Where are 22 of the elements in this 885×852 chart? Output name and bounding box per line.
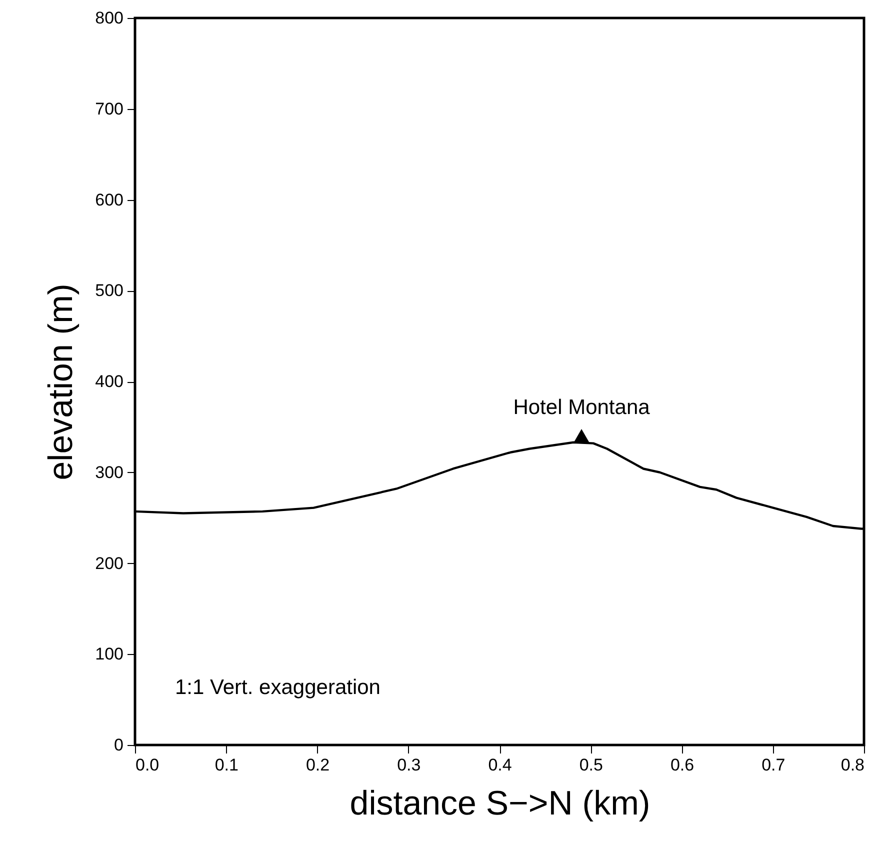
x-tick-label: 0.8: [840, 756, 864, 774]
y-tick-label: 600: [95, 190, 124, 210]
x-tick-label: 0.2: [306, 756, 330, 774]
y-tick-label: 500: [95, 281, 124, 300]
y-tick-label: 100: [95, 644, 124, 664]
x-tick-label: 0.5: [579, 756, 603, 774]
y-tick-label: 800: [95, 8, 124, 28]
annotation: Hotel Montana: [513, 396, 650, 420]
y-tick-label: 300: [95, 462, 124, 482]
x-tick-label: 0.7: [762, 756, 786, 774]
x-tick-label: 0.4: [488, 756, 512, 774]
y-tick-label: 0: [114, 736, 124, 754]
x-tick-label: 0.1: [214, 756, 238, 774]
x-axis-title: distance S−>N (km): [350, 784, 650, 822]
y-tick-label: 400: [95, 372, 124, 391]
x-tick-label: 0.0: [136, 756, 160, 774]
annotation: 1:1 Vert. exaggeration: [175, 676, 380, 699]
y-tick-label: 700: [95, 99, 124, 118]
x-tick-label: 0.6: [670, 756, 694, 774]
y-axis-title: elevation (m): [42, 284, 80, 480]
y-tick-label: 200: [95, 554, 124, 573]
x-tick-label: 0.3: [397, 756, 421, 774]
